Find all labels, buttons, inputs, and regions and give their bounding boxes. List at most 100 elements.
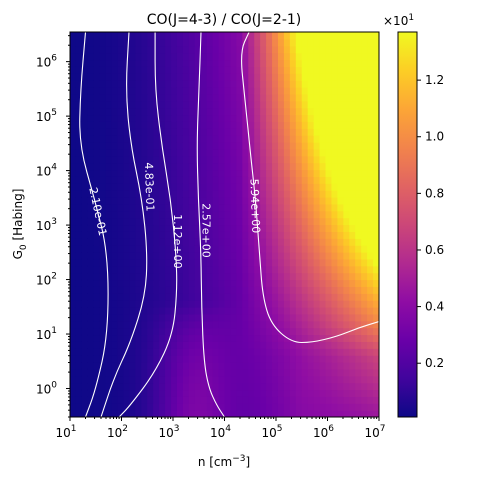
- heatmap-cell: [277, 403, 285, 411]
- heatmap-cell: [337, 252, 344, 260]
- x-tick-label: 101: [55, 424, 76, 440]
- heatmap-cell: [313, 66, 321, 74]
- heatmap-cell: [105, 66, 113, 74]
- heatmap-cell: [266, 183, 273, 191]
- heatmap-cell: [289, 114, 297, 122]
- heatmap-cell: [105, 355, 113, 363]
- heatmap-cell: [343, 252, 350, 260]
- heatmap-cell: [367, 93, 374, 102]
- heatmap-cell: [272, 73, 279, 81]
- heatmap-cell: [260, 341, 267, 349]
- heatmap-cell: [283, 348, 291, 356]
- heatmap-cell: [248, 272, 255, 281]
- heatmap-cell: [283, 265, 291, 274]
- heatmap-cell: [105, 203, 113, 212]
- heatmap-cell: [242, 368, 249, 377]
- heatmap-cell: [301, 45, 309, 54]
- colorbar-tick-label: 1.2: [425, 73, 444, 87]
- heatmap-cell: [182, 355, 190, 363]
- heatmap-cell: [266, 293, 273, 301]
- heatmap-cell: [182, 87, 190, 95]
- heatmap-cell: [373, 279, 379, 287]
- heatmap-cell: [75, 389, 83, 397]
- heatmap-cell: [277, 210, 285, 219]
- heatmap-cell: [248, 114, 255, 122]
- heatmap-cell: [129, 114, 136, 122]
- heatmap-cell: [206, 403, 214, 411]
- heatmap-cell: [105, 224, 113, 232]
- heatmap-cell: [194, 59, 202, 67]
- heatmap-cell: [349, 341, 356, 349]
- heatmap-cell: [272, 410, 279, 417]
- heatmap-cell: [277, 382, 285, 391]
- heatmap-cell: [248, 348, 255, 356]
- heatmap-cell: [200, 45, 208, 54]
- heatmap-cell: [373, 396, 379, 404]
- heatmap-cell: [289, 375, 297, 384]
- heatmap-cell: [182, 190, 190, 198]
- heatmap-cell: [301, 252, 309, 260]
- heatmap-cell: [355, 93, 362, 102]
- heatmap-cell: [194, 313, 202, 322]
- heatmap-cell: [147, 396, 154, 404]
- heatmap-cell: [93, 197, 101, 205]
- heatmap-cell: [277, 265, 285, 274]
- heatmap-cell: [111, 155, 119, 164]
- heatmap-cell: [165, 396, 172, 404]
- heatmap-cell: [295, 59, 303, 67]
- heatmap-cell: [99, 272, 107, 281]
- heatmap-cell: [277, 107, 285, 116]
- heatmap-cell: [182, 375, 190, 384]
- heatmap-cell: [230, 107, 237, 116]
- heatmap-cell: [361, 300, 368, 308]
- heatmap-cell: [355, 389, 362, 397]
- heatmap-cell: [266, 341, 273, 349]
- heatmap-cell: [153, 238, 160, 246]
- heatmap-cell: [325, 80, 333, 88]
- heatmap-cell: [111, 87, 119, 95]
- heatmap-cell: [236, 176, 243, 184]
- heatmap-cell: [129, 155, 136, 164]
- heatmap-cell: [81, 66, 89, 74]
- heatmap-cell: [373, 66, 379, 74]
- heatmap-cell: [182, 32, 190, 40]
- heatmap-cell: [349, 142, 356, 150]
- heatmap-cell: [343, 355, 350, 363]
- heatmap-cell: [343, 410, 350, 417]
- heatmap-cell: [355, 169, 362, 177]
- heatmap-cell: [313, 403, 321, 411]
- y-tick-label: 101: [36, 326, 57, 342]
- heatmap-cell: [349, 375, 356, 384]
- heatmap-cell: [188, 341, 196, 349]
- heatmap-cell: [343, 73, 350, 81]
- heatmap-cell: [212, 231, 220, 239]
- heatmap-cell: [230, 93, 237, 102]
- heatmap-cell: [349, 258, 356, 267]
- heatmap-cell: [266, 217, 273, 226]
- heatmap-cell: [254, 155, 261, 164]
- heatmap-cell: [301, 382, 309, 391]
- heatmap-cell: [212, 73, 220, 81]
- heatmap-cell: [153, 190, 160, 198]
- heatmap-cell: [373, 190, 379, 198]
- heatmap-cell: [266, 38, 273, 47]
- heatmap-cell: [254, 286, 261, 294]
- heatmap-cell: [159, 169, 166, 177]
- heatmap-cell: [319, 252, 327, 260]
- heatmap-cell: [260, 217, 267, 226]
- heatmap-cell: [248, 66, 255, 74]
- heatmap-cell: [337, 32, 344, 40]
- heatmap-cell: [289, 279, 297, 287]
- heatmap-cell: [319, 135, 327, 143]
- heatmap-cell: [373, 87, 379, 95]
- heatmap-cell: [99, 245, 107, 253]
- heatmap-cell: [218, 87, 226, 95]
- heatmap-cell: [266, 197, 273, 205]
- heatmap-cell: [117, 403, 125, 411]
- heatmap-cell: [307, 32, 315, 40]
- heatmap-cell: [343, 52, 350, 61]
- heatmap-cell: [75, 258, 83, 267]
- heatmap-cell: [93, 38, 101, 47]
- heatmap-cell: [129, 348, 136, 356]
